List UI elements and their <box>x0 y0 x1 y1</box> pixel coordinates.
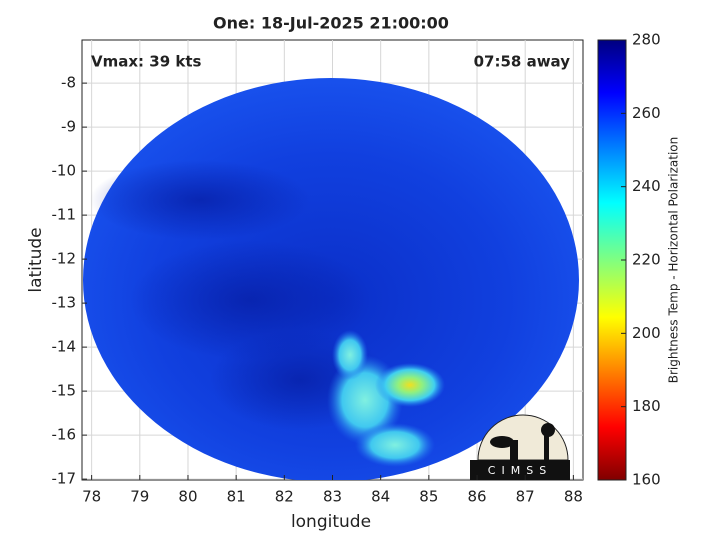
y-tick-label: -11 <box>52 206 77 224</box>
colorbar-tick-label: 180 <box>632 397 661 415</box>
x-tick-label: 84 <box>371 488 390 506</box>
colorbar-tick-label: 200 <box>632 324 661 342</box>
x-axis-label: longitude <box>291 512 371 532</box>
x-tick-label: 78 <box>82 488 101 506</box>
y-tick-label: -8 <box>61 74 76 92</box>
colorbar-tick-label: 240 <box>632 177 661 195</box>
y-tick-label: -16 <box>52 426 77 444</box>
y-tick-label: -14 <box>52 338 77 356</box>
colorbar-tick-label: 160 <box>632 471 661 489</box>
logo-text: CIMSS <box>488 464 552 477</box>
x-tick-label: 88 <box>564 488 583 506</box>
colorbar-tick-label: 260 <box>632 104 661 122</box>
chart-title: One: 18-Jul-2025 21:00:00 <box>213 14 449 33</box>
x-tick-label: 81 <box>227 488 246 506</box>
annotation: 07:58 away <box>474 53 571 71</box>
y-tick-label: -13 <box>52 294 77 312</box>
y-tick-label: -9 <box>61 118 76 136</box>
x-tick-label: 79 <box>130 488 149 506</box>
colorbar-tick-label: 280 <box>632 31 661 49</box>
annotation: Vmax: 39 kts <box>91 53 201 71</box>
x-tick-label: 80 <box>178 488 197 506</box>
y-tick-label: -17 <box>52 470 77 488</box>
x-tick-label: 83 <box>323 488 342 506</box>
x-tick-label: 87 <box>516 488 535 506</box>
x-tick-label: 86 <box>467 488 486 506</box>
y-tick-label: -12 <box>52 250 77 268</box>
colorbar-tick-label: 220 <box>632 251 661 269</box>
x-tick-label: 85 <box>419 488 438 506</box>
colorbar-label: Brightness Temp - Horizontal Polarizatio… <box>667 137 681 384</box>
y-tick-label: -10 <box>52 162 77 180</box>
satellite-image <box>83 78 579 480</box>
logo: CIMSS <box>470 414 570 480</box>
y-tick-label: -15 <box>52 382 77 400</box>
y-axis-label: latitude <box>26 227 46 292</box>
x-tick-label: 82 <box>275 488 294 506</box>
